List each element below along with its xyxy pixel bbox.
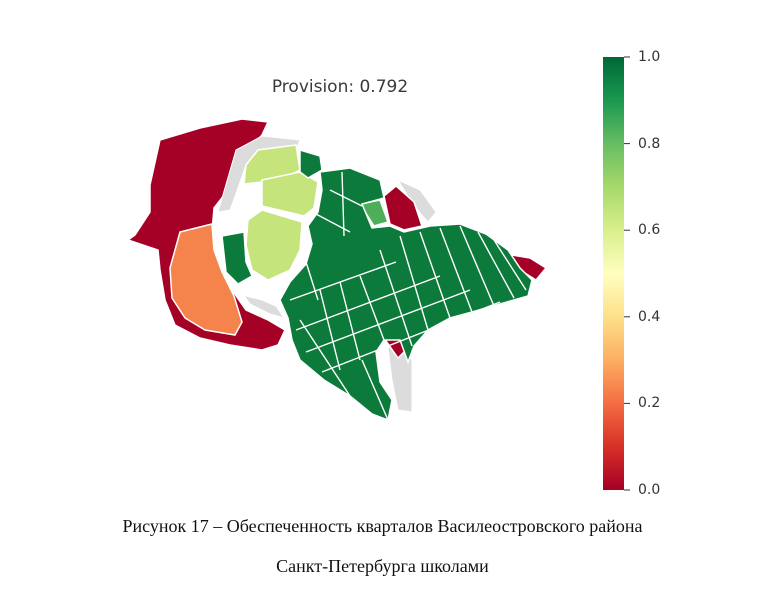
colorbar-tick-label: 0.0 [638,482,661,498]
block-red-n [383,185,423,231]
figure-caption-line-1: Рисунок 17 – Обеспеченность кварталов Ва… [122,516,643,536]
colorbar-tick-label: 0.2 [638,395,661,412]
colorbar-tick-label: 0.6 [638,222,661,239]
block-orange [169,223,243,336]
colorbar-tick-label: 0.4 [638,308,661,325]
colorbar-tick-label: 0.8 [638,135,661,152]
block-green-w2 [299,148,323,179]
map-title: Provision: 0.792 [271,77,409,97]
figure-caption-line-2: Санкт-Петербурга школами [276,556,489,576]
colorbar-gradient [603,57,624,490]
block-green-w1 [221,231,253,285]
colorbar-tick-label: 1.0 [638,49,661,65]
street-grid [289,171,527,421]
block-lightgreen-3 [245,209,303,281]
colorbar-ticks [624,56,630,491]
block-green-main [279,167,533,422]
block-nodata-2 [231,277,286,319]
